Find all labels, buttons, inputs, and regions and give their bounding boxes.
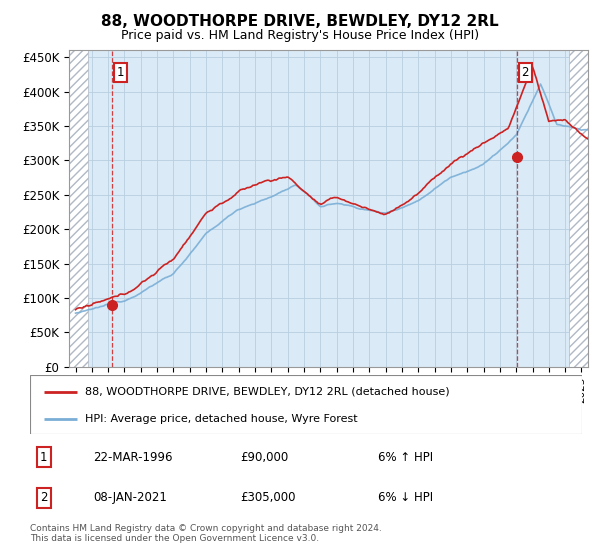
Text: £305,000: £305,000 [240, 491, 295, 504]
Text: 1: 1 [40, 451, 47, 464]
Text: 22-MAR-1996: 22-MAR-1996 [94, 451, 173, 464]
Text: 88, WOODTHORPE DRIVE, BEWDLEY, DY12 2RL (detached house): 88, WOODTHORPE DRIVE, BEWDLEY, DY12 2RL … [85, 386, 450, 396]
Text: Contains HM Land Registry data © Crown copyright and database right 2024.
This d: Contains HM Land Registry data © Crown c… [30, 524, 382, 543]
Text: 2: 2 [40, 491, 47, 504]
Text: 1: 1 [116, 66, 124, 79]
FancyBboxPatch shape [30, 375, 582, 434]
Text: 6% ↑ HPI: 6% ↑ HPI [378, 451, 433, 464]
Text: 88, WOODTHORPE DRIVE, BEWDLEY, DY12 2RL: 88, WOODTHORPE DRIVE, BEWDLEY, DY12 2RL [101, 14, 499, 29]
Text: 6% ↓ HPI: 6% ↓ HPI [378, 491, 433, 504]
Text: 2: 2 [521, 66, 529, 79]
Text: £90,000: £90,000 [240, 451, 288, 464]
Text: HPI: Average price, detached house, Wyre Forest: HPI: Average price, detached house, Wyre… [85, 414, 358, 424]
Text: Price paid vs. HM Land Registry's House Price Index (HPI): Price paid vs. HM Land Registry's House … [121, 29, 479, 42]
Text: 08-JAN-2021: 08-JAN-2021 [94, 491, 167, 504]
